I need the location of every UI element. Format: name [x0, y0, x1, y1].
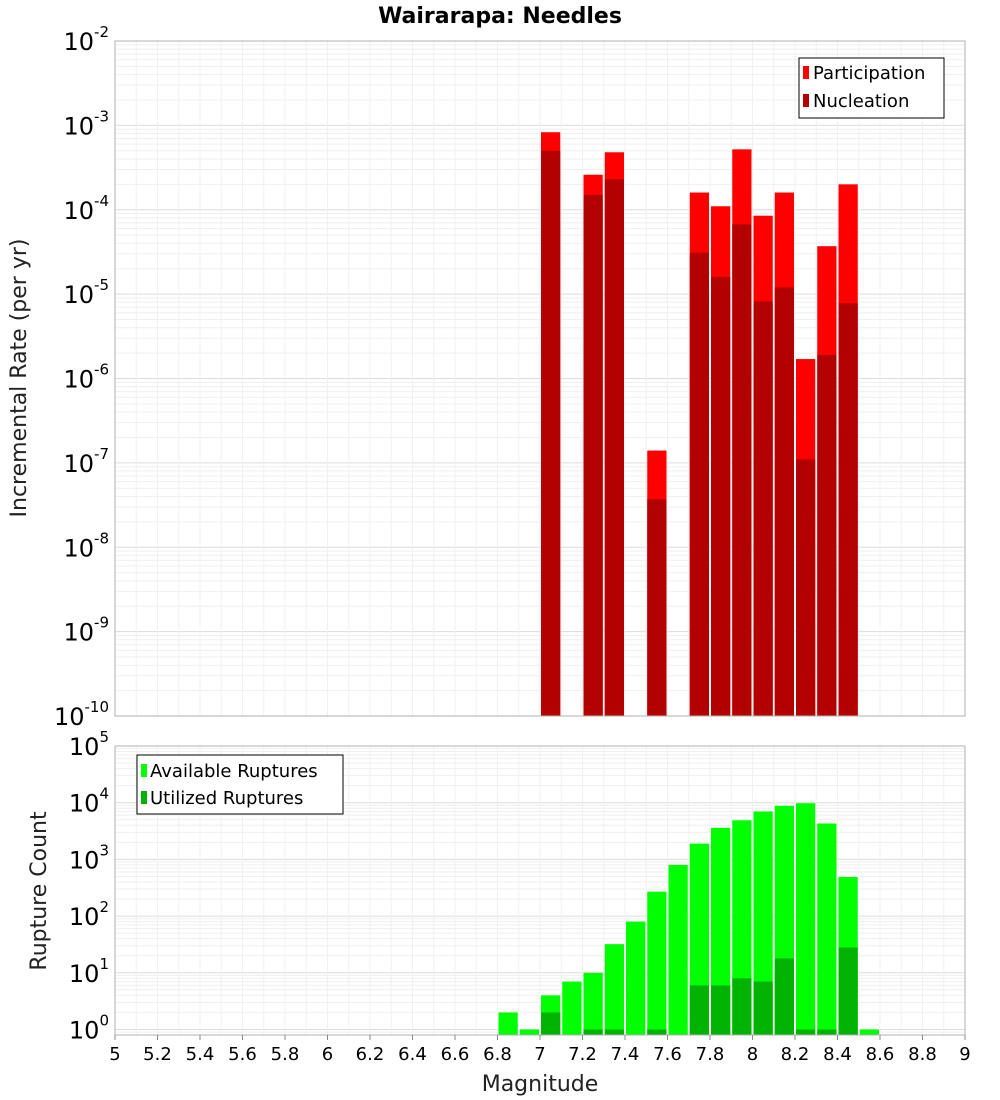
x-tick-label: 5.4	[186, 1044, 215, 1065]
bottom-bar-utilized-ruptures	[796, 1029, 816, 1035]
available-legend-swatch	[141, 764, 147, 777]
x-tick-label: 7	[534, 1044, 545, 1065]
utilized-legend-label: Utilized Ruptures	[150, 788, 303, 809]
bottom-bar-available-ruptures	[711, 827, 731, 1035]
top-y-tick-label: 10-8	[63, 529, 109, 562]
x-tick-labels: 5 5.2 5.4 5.6 5.8 6 6.2 6.4 6.6 6.8 7 7.2 7.4 7.6 7.8 8…	[109, 1035, 971, 1065]
participation-legend-swatch	[803, 66, 809, 79]
top-y-tick-label: 10-2	[63, 23, 109, 56]
x-tick-label: 8.8	[908, 1044, 937, 1065]
bottom-bar-utilized-ruptures	[774, 958, 794, 1035]
top-bar-nucleation	[541, 150, 561, 716]
bottom-bar-utilized-ruptures	[753, 981, 773, 1035]
x-tick-label: 7.2	[568, 1044, 597, 1065]
bottom-bar-utilized-ruptures	[583, 1029, 603, 1035]
bottom-bar-available-ruptures	[626, 921, 646, 1035]
top-y-tick-label: 10-4	[63, 192, 109, 225]
bottom-y-tick-labels: 100 101 102 103 104 105	[69, 728, 109, 1045]
top-y-axis-label: Incremental Rate (per yr)	[7, 239, 32, 518]
bottom-y-tick-label: 102	[69, 898, 109, 931]
x-tick-label: 5.6	[228, 1044, 257, 1065]
bottom-bar-utilized-ruptures	[647, 1029, 667, 1035]
top-bar-nucleation	[604, 179, 624, 716]
bottom-bar-available-ruptures	[668, 864, 688, 1035]
bottom-legend-box	[136, 754, 344, 815]
x-tick-label: 7.6	[653, 1044, 682, 1065]
top-bar-nucleation	[753, 301, 773, 716]
bottom-y-tick-label: 100	[69, 1012, 109, 1045]
bottom-bar-available-ruptures	[753, 811, 773, 1035]
top-bar-nucleation	[817, 354, 837, 716]
bottom-bar-available-ruptures	[519, 1029, 539, 1035]
bottom-y-axis-label: Rupture Count	[27, 811, 52, 971]
top-legend-box	[798, 57, 945, 119]
bottom-y-tick-label: 104	[69, 785, 109, 818]
top-bar-nucleation	[583, 194, 603, 716]
bottom-bar-available-ruptures	[859, 1029, 879, 1035]
top-bar-nucleation	[774, 287, 794, 716]
top-bars	[541, 132, 858, 717]
top-y-tick-label: 10-10	[54, 698, 109, 731]
top-bar-nucleation	[711, 276, 731, 716]
nucleation-legend-swatch	[803, 94, 809, 107]
top-bar-nucleation	[732, 224, 752, 717]
bottom-bar-utilized-ruptures	[689, 985, 709, 1035]
x-tick-label: 5.8	[271, 1044, 300, 1065]
x-tick-label: 7.4	[611, 1044, 640, 1065]
x-tick-label: 8.2	[781, 1044, 810, 1065]
x-tick-label: 5.2	[143, 1044, 172, 1065]
x-tick-label: 6	[322, 1044, 333, 1065]
bottom-bars	[498, 803, 879, 1035]
bottom-y-tick-label: 105	[69, 728, 109, 761]
chart-title: Wairarapa: Needles	[378, 4, 622, 29]
participation-legend-label: Participation	[813, 63, 925, 84]
top-y-tick-label: 10-7	[63, 445, 109, 478]
top-y-tick-label: 10-3	[63, 107, 109, 140]
bottom-bar-available-ruptures	[604, 944, 624, 1035]
top-legend: Participation Nucleation	[798, 57, 945, 119]
available-legend-label: Available Ruptures	[150, 761, 318, 782]
x-tick-label: 6.6	[441, 1044, 470, 1065]
x-tick-label: 6.8	[483, 1044, 512, 1065]
bottom-bar-available-ruptures	[817, 823, 837, 1035]
x-tick-label: 6.2	[356, 1044, 385, 1065]
x-tick-label: 8	[747, 1044, 758, 1065]
bottom-bar-available-ruptures	[647, 891, 667, 1035]
bottom-y-tick-label: 101	[69, 955, 109, 988]
x-tick-label: 7.8	[696, 1044, 725, 1065]
bottom-bar-available-ruptures	[583, 972, 603, 1035]
top-bar-nucleation	[647, 499, 667, 716]
x-tick-label: 5	[109, 1044, 120, 1065]
top-gridlines	[115, 41, 965, 717]
bottom-bar-available-ruptures	[498, 1012, 518, 1035]
bottom-bar-utilized-ruptures	[838, 947, 858, 1035]
bottom-bar-available-ruptures	[796, 803, 816, 1035]
x-tick-label: 9	[959, 1044, 970, 1065]
top-y-tick-label: 10-5	[63, 276, 109, 309]
x-tick-label: 8.4	[823, 1044, 852, 1065]
utilized-legend-swatch	[141, 791, 147, 804]
top-bar-nucleation	[796, 459, 816, 716]
bottom-bar-utilized-ruptures	[732, 978, 752, 1035]
bottom-bar-utilized-ruptures	[817, 1029, 837, 1035]
x-tick-label: 6.4	[398, 1044, 427, 1065]
top-y-tick-label: 10-6	[63, 361, 109, 394]
top-bar-nucleation	[838, 303, 858, 716]
x-tick-label: 8.6	[866, 1044, 895, 1065]
top-y-tick-labels: 10-10 10-9 10-8 10-7 10-6 10-5 10-4 10-3 10-2	[54, 23, 109, 731]
bottom-bar-utilized-ruptures	[541, 1012, 561, 1035]
top-y-tick-label: 10-9	[63, 614, 109, 647]
nucleation-legend-label: Nucleation	[813, 91, 909, 112]
bottom-legend: Available Ruptures Utilized Ruptures	[136, 754, 344, 815]
bottom-bar-available-ruptures	[562, 981, 582, 1035]
top-bar-nucleation	[689, 252, 709, 716]
x-axis-label: Magnitude	[482, 1072, 599, 1097]
bottom-y-tick-label: 103	[69, 841, 109, 874]
bottom-bar-utilized-ruptures	[711, 985, 731, 1035]
top-plot-frame	[114, 40, 966, 717]
bottom-bar-utilized-ruptures	[604, 1029, 624, 1035]
